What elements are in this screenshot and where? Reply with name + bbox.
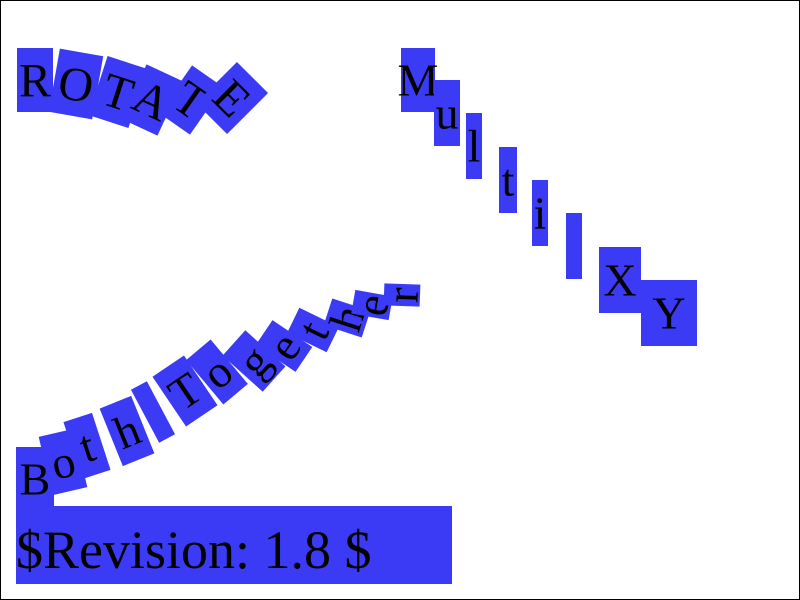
rotate-glyph-highlight	[17, 48, 53, 112]
rotate-glyph-2-o: O	[48, 48, 104, 120]
multi-glyph-highlight	[499, 147, 517, 213]
both-glyph-13-r: r	[376, 283, 428, 307]
multi-glyph-highlight	[566, 213, 582, 279]
multi-glyph-char: i	[534, 188, 547, 239]
rotate-glyph-highlight	[48, 48, 104, 120]
rotate-glyph-highlight	[195, 61, 269, 135]
multi-glyph-char: Y	[652, 288, 685, 339]
both-glyph-highlight	[186, 339, 248, 405]
both-glyph-highlight	[152, 355, 218, 427]
revision-label: $Revision: 1.8 $	[16, 520, 372, 580]
multi-glyph-char: l	[468, 121, 481, 172]
multi-glyph-2-u: u	[434, 80, 460, 146]
both-glyph-highlight	[130, 381, 176, 443]
multi-glyph-7-x: X	[599, 247, 641, 313]
both-glyph-highlight	[287, 307, 339, 353]
multi-glyph-char: t	[502, 155, 515, 206]
both-glyph-3-t: t	[63, 412, 111, 480]
both-glyph-9-e: e	[255, 320, 313, 372]
multi-glyph-highlight	[641, 280, 697, 346]
rotate-glyph-1-r: R	[17, 48, 53, 112]
multi-glyph-highlight	[401, 48, 435, 112]
multi-glyph-highlight	[532, 180, 548, 246]
multi-glyph-6-blank	[566, 213, 582, 279]
multi-glyph-5-i: i	[532, 180, 548, 246]
both-glyph-highlight	[255, 320, 313, 372]
multi-glyph-highlight	[434, 80, 460, 146]
rotate-glyph-highlight	[158, 65, 224, 135]
multi-glyph-8-y: Y	[641, 280, 697, 346]
multi-glyph-1-m: M	[398, 48, 439, 112]
multi-glyph-highlight	[599, 247, 641, 313]
rotate-glyph-highlight	[121, 64, 183, 136]
revision-group: $Revision: 1.8 $	[16, 506, 452, 584]
both-glyph-char: r	[376, 286, 428, 303]
multi-glyph-3-l: l	[466, 113, 482, 179]
multi-glyph-4-t: t	[499, 147, 517, 213]
both-glyph-5-blank	[130, 381, 176, 443]
both-glyph-highlight	[351, 289, 393, 321]
multi-glyph-char: u	[436, 88, 459, 139]
revision-highlight	[16, 506, 452, 584]
both-glyph-highlight	[222, 330, 286, 392]
multi-glyph-highlight	[466, 113, 482, 179]
rotate-glyph-char: R	[19, 54, 51, 107]
both-glyph-highlight	[383, 283, 421, 307]
both-glyph-highlight	[99, 395, 155, 467]
multi-glyph-char: M	[398, 55, 439, 106]
both-glyph-highlight	[63, 412, 111, 480]
multi-glyph-char: X	[603, 255, 636, 306]
